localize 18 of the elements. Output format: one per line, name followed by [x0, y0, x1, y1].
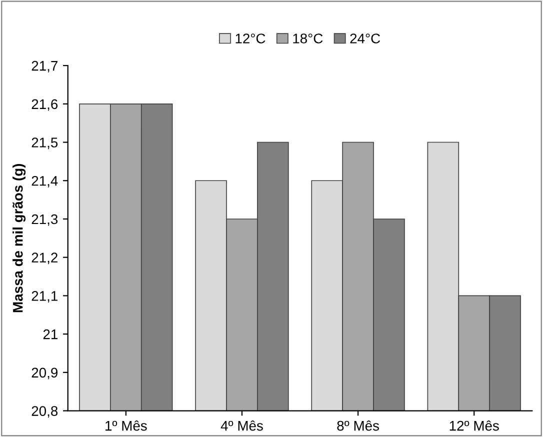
legend-label: 24°C [350, 34, 380, 44]
y-tick-label: 21,3 [32, 214, 58, 226]
x-tick-label: 8º Mês [337, 420, 379, 431]
y-tick-label: 21,7 [32, 60, 58, 72]
y-tick-label: 20,9 [32, 368, 58, 380]
legend-label: 18°C [293, 34, 323, 44]
y-tick-label: 21,5 [32, 138, 58, 150]
x-tick-label: 12º Mês [450, 420, 499, 431]
y-tick-label: 21 [43, 329, 58, 340]
x-tick-label: 1º Mês [106, 420, 147, 431]
x-tick-label: 4º Mês [220, 420, 263, 431]
y-tick-label: 21,4 [32, 176, 58, 188]
y-tick-label: 21,1 [32, 291, 58, 303]
y-tick-label: 21,2 [32, 252, 58, 264]
y-axis-title: Massa de mil grãos (g) [12, 164, 26, 312]
legend-label: 12°C [236, 34, 266, 44]
y-tick-label: 20,8 [32, 406, 58, 418]
y-tick-label: 21,6 [32, 99, 58, 111]
